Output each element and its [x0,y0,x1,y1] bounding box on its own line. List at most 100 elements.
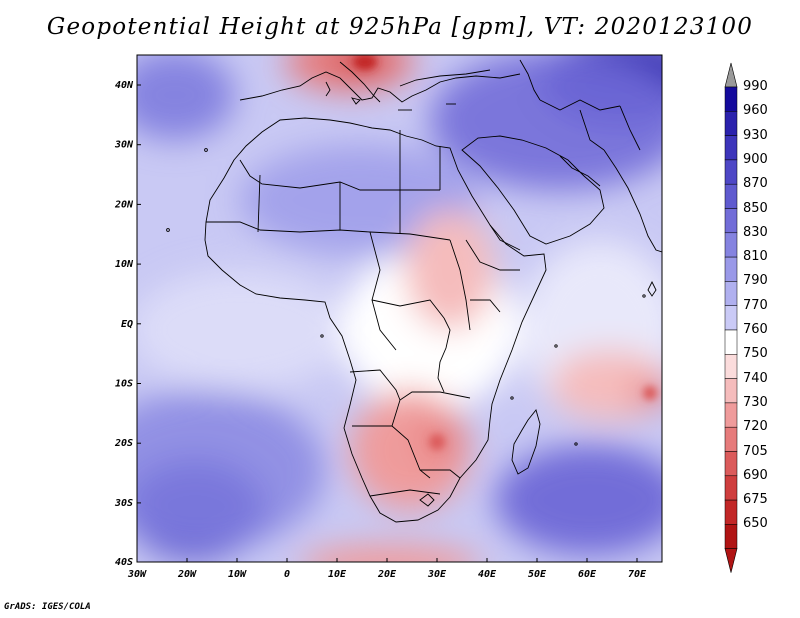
colorbar-level-label: 870 [743,176,768,192]
x-tick-label: 20W [177,569,197,580]
sicily [350,97,361,105]
canary-islands [204,148,208,152]
border-angola [349,369,401,401]
colorbar-level-label: 830 [743,224,768,240]
arabia-coastline [461,135,605,245]
y-tick-label: EQ [121,319,133,330]
colorbar-bottom-arrow [724,548,738,573]
colorbar-swatch [724,402,738,428]
colorbar-level-label: 760 [743,322,768,337]
comoros [510,396,514,400]
border-north [239,159,440,191]
x-tick-label: 10W [228,569,247,580]
height-field [137,55,662,562]
x-tick-label: 30W [127,569,147,580]
height-field-detail [353,55,657,450]
colorbar-level-label: 730 [743,394,768,410]
x-tick-label: 30E [427,569,447,580]
colorbar-level-label: 850 [743,200,768,216]
y-tick-label: 40N [115,80,134,91]
map-title: Geopotential Height at 925hPa [gpm], VT:… [46,14,754,40]
border-ethiopia [465,239,520,271]
colorbar-top-arrow [724,62,738,88]
y-tick-label: 10N [115,259,134,270]
y-axis-ticks: 40N 30N 20N 10N EQ 10S 20S 30S 40S [114,80,141,568]
y-tick-label: 20S [114,438,133,449]
plot-frame [136,54,663,563]
colorbar-level-label: 705 [743,443,768,459]
border-kenya [470,299,501,313]
y-tick-label: 10S [115,379,133,390]
field-blob-nw-ring [137,55,235,140]
x-tick-label: 60E [578,569,597,580]
field-blob-indian-pink [550,350,662,420]
colorbar-level-label: 650 [743,516,768,532]
map-plot-area [137,55,662,562]
border-asia-1 [539,99,621,111]
colorbar-level-label: 740 [743,370,768,386]
mauritius [574,442,578,446]
madagascar-coastline [511,409,541,475]
colorbar-swatch [724,451,738,477]
persian-gulf [559,155,601,187]
italy [339,61,381,103]
field-blob-south-low [301,545,479,562]
colorbar-level-label: 750 [743,346,768,362]
coastlines-and-borders [166,59,662,523]
field-core-adriatic [353,55,377,70]
border-sahel [206,221,451,241]
colorbar-swatch [724,183,738,209]
border-west [257,174,261,233]
maldives [642,294,646,298]
border-asia-2 [579,109,605,151]
colorbar-swatch [724,426,738,452]
y-tick-label: 30N [114,140,134,151]
colorbar-swatch [724,111,738,136]
field-blob-east-africa [405,210,495,330]
colorbar [724,62,738,573]
x-tick-label: 0 [284,569,290,580]
x-tick-label: 20E [377,569,397,580]
colorbar-swatch [724,475,738,501]
border-south-1 [352,425,431,479]
colorbar-level-label: 810 [743,249,768,265]
credit-text: GrADS: IGES/COLA [4,602,91,612]
field-blob-ne-ring [430,55,662,190]
colorbar-swatch [724,135,738,161]
colorbar-swatch [724,159,738,185]
colorbar-level-label: 960 [743,103,768,119]
field-blob-sw-ring [137,390,325,550]
sardinia [325,81,331,97]
y-tick-label: 20N [114,199,134,210]
border-south-3 [420,469,461,479]
greece-turkey [399,69,491,87]
border-east [449,239,471,331]
border-asia-3 [619,105,641,151]
colorbar-level-label: 770 [743,297,768,313]
sri-lanka [647,280,657,297]
field-core-zimbabwe [429,434,445,450]
border-south-2 [391,391,471,427]
x-tick-label: 50E [528,569,547,580]
colorbar-level-label: 930 [743,127,768,143]
colorbar-level-label: 900 [743,151,768,167]
field-blob-equator-pale [137,270,350,390]
colorbar-level-label: 720 [743,419,768,435]
y-tick-label: 30S [114,498,133,509]
field-core-madagascar-east [643,386,657,400]
colorbar-swatch [724,524,738,549]
colorbar-swatch [724,232,738,258]
x-tick-label: 40E [478,569,497,580]
great-lakes [437,317,451,393]
colorbar-swatch [724,329,738,355]
colorbar-swatch [724,281,738,306]
india-coastline [603,149,662,253]
colorbar-swatch [724,378,738,404]
border-south-4 [369,489,441,497]
africa-coastline [204,117,547,523]
colorbar-swatch [724,499,738,525]
cape-verde [166,228,170,232]
seychelles [554,344,558,348]
colorbar-swatch [724,354,738,379]
